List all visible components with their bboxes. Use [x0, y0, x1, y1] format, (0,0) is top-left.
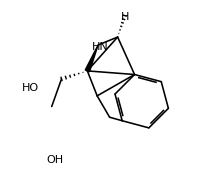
Polygon shape [85, 45, 98, 72]
Text: HO: HO [21, 83, 38, 93]
Text: HN: HN [91, 42, 108, 52]
Text: H: H [120, 12, 128, 22]
Text: OH: OH [47, 155, 63, 165]
